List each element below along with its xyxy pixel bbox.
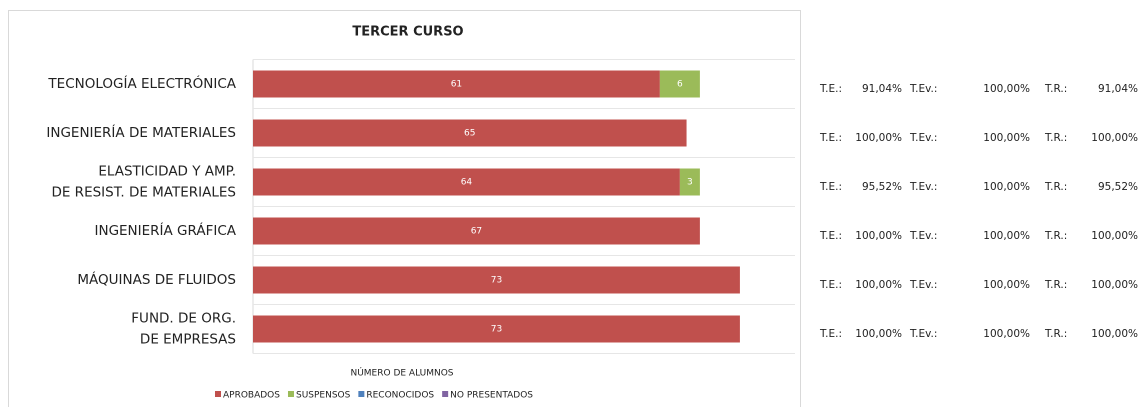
legend-swatch: [442, 391, 449, 397]
rate-value: 100,00%: [855, 230, 902, 242]
category-label: DE EMPRESAS: [140, 332, 236, 348]
category-label: MÁQUINAS DE FLUIDOS: [77, 271, 236, 288]
rate-value: 100,00%: [855, 132, 902, 144]
legend-swatch: [215, 391, 221, 397]
rate-value: 100,00%: [983, 132, 1030, 144]
rate-label: T.E.:: [819, 328, 842, 340]
rate-label: T.E.:: [819, 83, 842, 95]
rate-value: 100,00%: [1091, 230, 1138, 242]
rate-label: T.Ev.:: [909, 279, 937, 291]
bar-segment: [253, 168, 680, 196]
bar-segment: [253, 119, 687, 147]
legend-label: RECONOCIDOS: [366, 391, 434, 401]
category-label: INGENIERÍA DE MATERIALES: [46, 124, 236, 141]
rate-value: 95,52%: [862, 181, 902, 193]
rate-value: 100,00%: [1091, 132, 1138, 144]
data-label: 73: [491, 325, 502, 335]
rate-value: 100,00%: [983, 83, 1030, 95]
rate-label: T.R.:: [1044, 181, 1067, 193]
rate-label: T.E.:: [819, 132, 842, 144]
rate-value: 100,00%: [855, 328, 902, 340]
rate-label: T.R.:: [1044, 279, 1067, 291]
bar-segment: [253, 315, 740, 343]
data-label: 67: [471, 227, 482, 237]
rate-label: T.Ev.:: [909, 83, 937, 95]
chart-title: TERCER CURSO: [352, 25, 463, 40]
legend-swatch: [287, 391, 294, 397]
rate-label: T.R.:: [1044, 83, 1067, 95]
data-label: 3: [687, 178, 693, 188]
rate-label: T.E.:: [819, 181, 842, 193]
rate-value: 91,04%: [1098, 83, 1138, 95]
rate-value: 91,04%: [862, 83, 902, 95]
category-label: INGENIERÍA GRÁFICA: [94, 222, 236, 239]
data-label: 73: [491, 276, 502, 286]
rate-value: 100,00%: [983, 181, 1030, 193]
category-label: ELASTICIDAD Y AMP.: [98, 164, 236, 180]
chart-frame: [8, 10, 801, 407]
rate-value: 100,00%: [983, 328, 1030, 340]
rate-value: 95,52%: [1098, 181, 1138, 193]
data-label: 64: [461, 178, 473, 188]
rate-value: 100,00%: [1091, 328, 1138, 340]
rate-label: T.Ev.:: [909, 328, 937, 340]
legend-label: APROBADOS: [223, 391, 280, 401]
category-label: TECNOLOGÍA ELECTRÓNICA: [47, 74, 236, 92]
data-label: 65: [464, 129, 475, 139]
legend-label: NO PRESENTADOS: [450, 391, 533, 401]
rate-value: 100,00%: [983, 279, 1030, 291]
bar-segment: [253, 266, 740, 294]
bar-segment: [659, 70, 700, 98]
data-label: 61: [451, 80, 462, 90]
bar-segment: [253, 217, 700, 245]
x-axis-label: NÚMERO DE ALUMNOS: [350, 367, 453, 379]
rate-label: T.Ev.:: [909, 230, 937, 242]
rate-label: T.E.:: [819, 279, 842, 291]
rate-value: 100,00%: [1091, 279, 1138, 291]
category-label: DE RESIST. DE MATERIALES: [51, 185, 236, 201]
rate-value: 100,00%: [855, 279, 902, 291]
rate-label: T.E.:: [819, 230, 842, 242]
bar-segment: [253, 70, 660, 98]
legend-label: SUSPENSOS: [296, 391, 351, 401]
legend-swatch: [358, 391, 365, 397]
rate-label: T.Ev.:: [909, 181, 937, 193]
category-label: FUND. DE ORG.: [131, 311, 236, 327]
rate-value: 100,00%: [983, 230, 1030, 242]
rate-label: T.R.:: [1044, 328, 1067, 340]
data-label: 6: [677, 80, 683, 90]
rate-label: T.R.:: [1044, 230, 1067, 242]
bar-segment: [679, 168, 700, 196]
rate-label: T.Ev.:: [909, 132, 937, 144]
rate-label: T.R.:: [1044, 132, 1067, 144]
